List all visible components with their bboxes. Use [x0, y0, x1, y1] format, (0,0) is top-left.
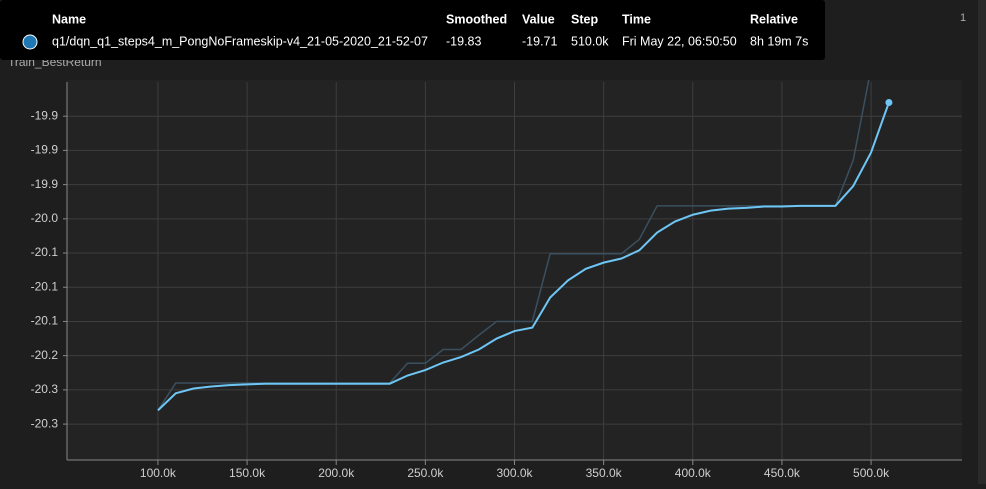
x-tick-label: 100.0k [140, 466, 177, 480]
x-tick-label: 150.0k [229, 466, 266, 480]
tooltip-cell: -19.71 [522, 34, 557, 48]
y-tick-label: -19.9 [31, 177, 59, 191]
x-tick-label: 400.0k [675, 466, 712, 480]
y-tick-label: -20.1 [31, 279, 59, 293]
y-tick-label: -20.3 [31, 416, 59, 430]
y-tick-label: -19.9 [31, 108, 59, 122]
x-tick-label: 500.0k [853, 466, 890, 480]
x-tick-label: 300.0k [496, 466, 533, 480]
tooltip-swatch [22, 34, 38, 50]
y-tick-label: -20.0 [31, 211, 59, 225]
tooltip-header: Name [52, 12, 86, 26]
y-tick-label: -20.1 [31, 245, 59, 259]
tooltip: Name Smoothed Value Step Time Relative q1/dqn_… [0, 0, 825, 60]
tooltip-bg [0, 0, 825, 60]
x-tick-label: 200.0k [318, 466, 355, 480]
x-tick-label: 350.0k [586, 466, 623, 480]
tooltip-header: Relative [750, 12, 798, 26]
tooltip-cell: Fri May 22, 06:50:50 [622, 34, 737, 48]
tooltip-cell: q1/dqn_q1_steps4_m_PongNoFrameskip-v4_21… [52, 34, 428, 48]
tooltip-header: Smoothed [446, 12, 507, 26]
tooltip-cell: -19.83 [446, 34, 481, 48]
y-tick-label: -20.3 [31, 382, 59, 396]
y-tick-label: -20.2 [31, 348, 59, 362]
plot-area [157, 80, 893, 412]
x-tick-label: 250.0k [407, 466, 444, 480]
grid: -19.9 -19.9 -19.9 -20.0 -20.1 -20.1 -20.1 -20.2… [31, 80, 962, 480]
y-tick-label: -19.9 [31, 143, 59, 157]
tooltip-cell: 510.0k [571, 34, 609, 48]
x-tick-label: 450.0k [764, 466, 801, 480]
tooltip-header: Step [571, 12, 598, 26]
corner-label: 1 [960, 12, 966, 24]
tooltip-header: Time [622, 12, 651, 26]
hover-point [885, 99, 893, 107]
series-line [157, 102, 890, 412]
tooltip-cell: 8h 19m 7s [750, 34, 808, 48]
tooltip-header: Value [522, 12, 555, 26]
scrollbar [978, 0, 986, 484]
y-tick-label: -20.1 [31, 314, 59, 328]
